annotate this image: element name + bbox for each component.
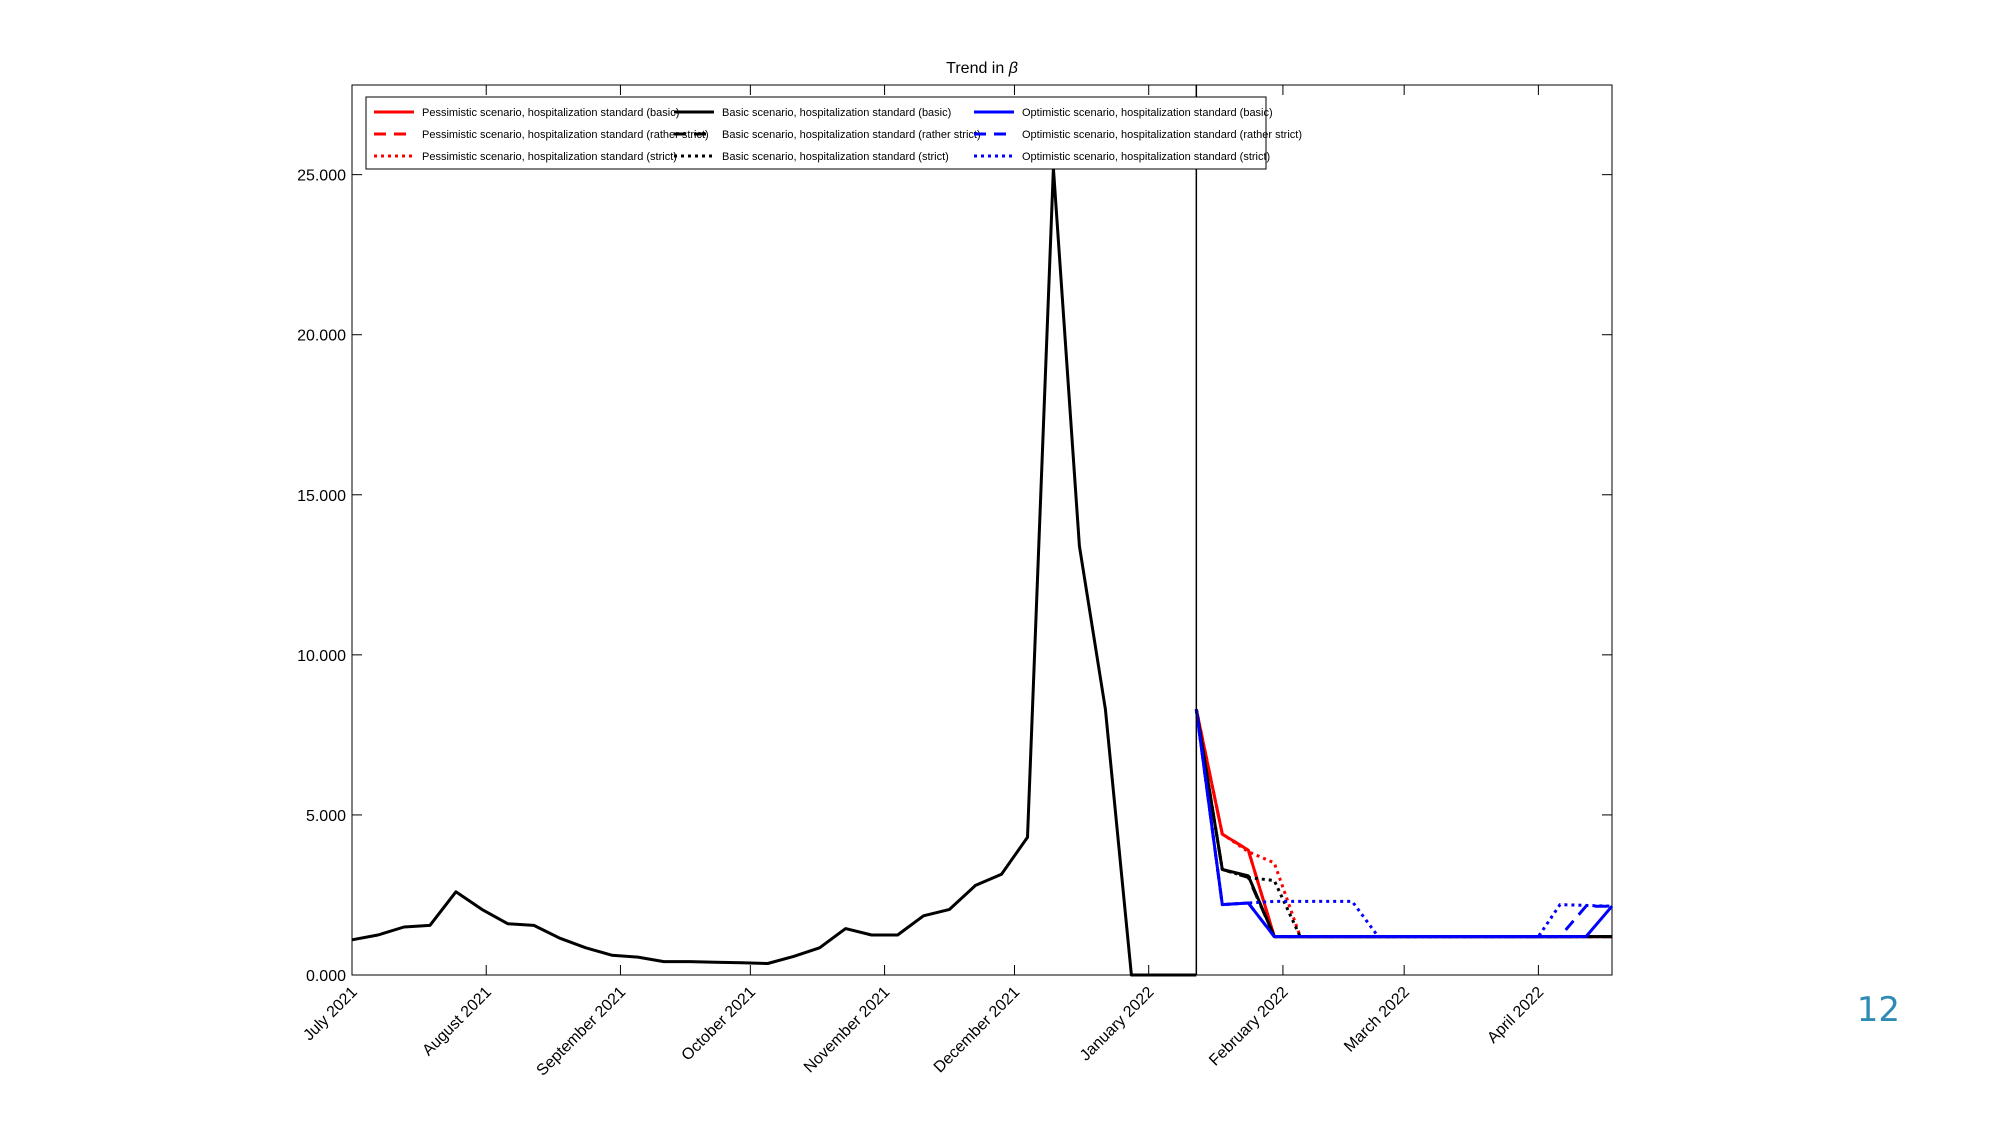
legend: Pessimistic scenario, hospitalization st… (365, 96, 1302, 170)
x-tick-label: March 2022 (1341, 984, 1413, 1056)
series-line-8 (1194, 709, 1613, 939)
history-line (351, 166, 1197, 977)
legend-label: Basic scenario, hospitalization standard… (722, 151, 949, 163)
x-tick-label: August 2021 (419, 984, 495, 1060)
legend-label: Pessimistic scenario, hospitalization st… (422, 151, 677, 163)
legend-label: Pessimistic scenario, hospitalization st… (422, 107, 679, 119)
legend-box (365, 96, 1267, 170)
x-tick-label: April 2022 (1484, 984, 1547, 1047)
series-lines (351, 166, 1614, 977)
x-tick-label: February 2022 (1206, 984, 1292, 1070)
plot-frame (351, 84, 1613, 976)
legend-label: Basic scenario, hospitalization standard… (722, 129, 981, 141)
x-tick-label: December 2021 (931, 984, 1024, 1077)
legend-label: Pessimistic scenario, hospitalization st… (422, 129, 709, 141)
legend-label: Optimistic scenario, hospitalization sta… (1022, 151, 1270, 163)
y-tick-label: 25.000 (297, 168, 346, 185)
x-tick-label: October 2021 (679, 984, 760, 1065)
y-tick-label: 20.000 (297, 328, 346, 345)
page-number: 12 (1856, 990, 1900, 1030)
y-tick-label: 10.000 (297, 648, 346, 665)
axis-ticks: 0.000 5.000 10.000 15.000 20.000 25.000 July 2… (297, 85, 1612, 1079)
y-tick-label: 15.000 (297, 488, 346, 505)
y-tick-label: 0.000 (306, 968, 346, 985)
legend-label: Optimistic scenario, hospitalization sta… (1022, 107, 1273, 119)
x-tick-label: September 2021 (534, 984, 630, 1080)
legend-label: Basic scenario, hospitalization standard… (722, 107, 951, 119)
legend-label: Optimistic scenario, hospitalization sta… (1022, 129, 1302, 141)
y-tick-label: 5.000 (306, 808, 346, 825)
x-tick-label: January 2022 (1077, 984, 1158, 1065)
x-tick-label: November 2021 (801, 984, 894, 1077)
x-tick-label: July 2021 (300, 984, 361, 1045)
chart-title: Trend in β (946, 60, 1018, 77)
